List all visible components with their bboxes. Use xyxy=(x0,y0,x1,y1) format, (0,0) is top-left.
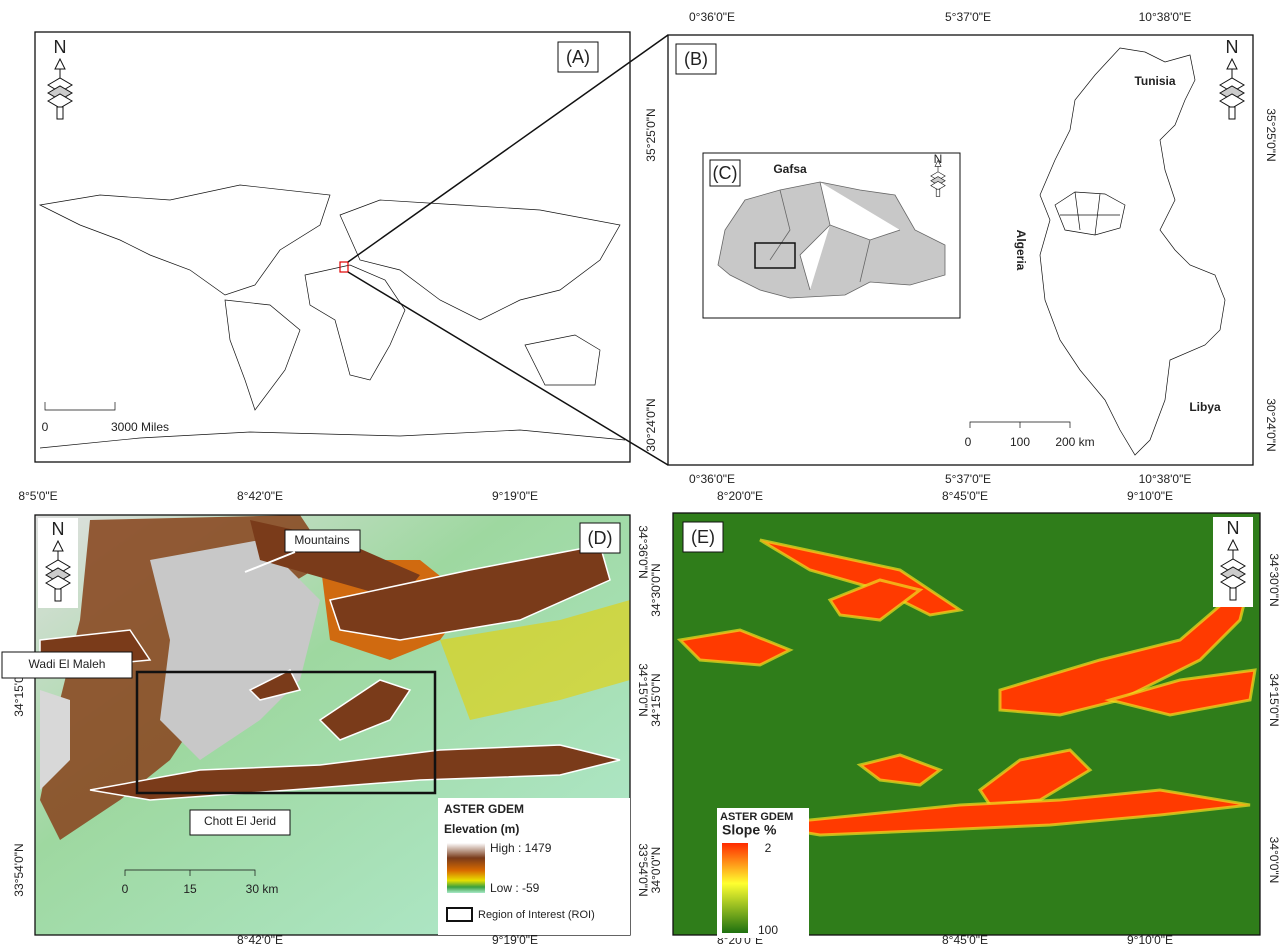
tick-label: 0°36'0"E xyxy=(689,10,735,24)
tick-label: 33°54'0"N xyxy=(636,843,650,896)
tick-label: 35°25'0"N xyxy=(1264,108,1278,161)
annotation: Chott El Jerid xyxy=(204,814,276,828)
legend-subtitle: Elevation (m) xyxy=(444,822,519,836)
north-label: N xyxy=(52,519,65,539)
tick-label: 34°15'0"N xyxy=(1267,673,1281,726)
tick-label: 30°24'0"N xyxy=(1264,398,1278,451)
tick-label: 8°42'0"E xyxy=(237,489,283,503)
tick-label: 34°0'0"N xyxy=(649,847,663,894)
legend-top: 2 xyxy=(765,841,772,855)
legend-low: Low : -59 xyxy=(490,881,540,895)
panel-d: 8°5'0"E 8°42'0"E 9°19'0"E 8°42'0"E 9°19'… xyxy=(2,489,650,947)
scale-label: 0 xyxy=(42,420,49,434)
scale-label: 3000 Miles xyxy=(111,420,169,434)
legend-roi: Region of Interest (ROI) xyxy=(478,909,595,921)
country-label: Algeria xyxy=(1014,230,1028,271)
legend-high: High : 1479 xyxy=(490,841,552,855)
shape xyxy=(305,265,405,380)
scale-label: 0 xyxy=(965,435,972,449)
panel-c: (C) Gafsa N xyxy=(703,152,960,318)
shape xyxy=(525,335,600,385)
panel-label: (C) xyxy=(713,163,738,183)
country-label: Libya xyxy=(1189,400,1221,414)
tick-label: 34°0'0"N xyxy=(1267,837,1281,884)
page: { "panel_a": {"label": "(A)", "north": "… xyxy=(0,0,1283,947)
tunisia-outline xyxy=(1040,48,1225,455)
tick-label: 0°36'0"E xyxy=(689,472,735,486)
panel-label: (E) xyxy=(691,527,715,547)
tick-label: 9°19'0"E xyxy=(492,489,538,503)
tick-label: 8°45'0"E xyxy=(942,933,988,947)
figure: (A) N 0 3000 Miles 0°36'0"E 5°37'0"E 10°… xyxy=(0,0,1283,947)
panel-label: (D) xyxy=(588,528,613,548)
tick-label: 9°19'0"E xyxy=(492,933,538,947)
tick-label: 34°36'0"N xyxy=(636,525,650,578)
tick-label: 5°37'0"E xyxy=(945,10,991,24)
scale-label: 15 xyxy=(183,882,197,896)
scale-label: 0 xyxy=(122,882,129,896)
gafsa-outline xyxy=(1055,192,1125,235)
tick-label: 8°42'0"E xyxy=(237,933,283,947)
north-arrow xyxy=(48,59,72,119)
scale-bar xyxy=(45,402,115,410)
region-title: Gafsa xyxy=(773,162,807,176)
legend-bottom: 100 xyxy=(758,923,778,937)
panel-label: (B) xyxy=(684,49,708,69)
tick-label: 34°15'0"N xyxy=(636,663,650,716)
north-label: N xyxy=(54,37,67,57)
north-arrow xyxy=(1220,59,1244,119)
tick-label: 8°5'0"E xyxy=(18,489,57,503)
shape xyxy=(40,185,330,295)
tick-label: 34°15'0"N xyxy=(649,673,663,726)
tick-label: 30°24'0"N xyxy=(644,398,658,451)
legend-title: ASTER GDEM xyxy=(444,802,524,816)
scale-label: 200 km xyxy=(1055,435,1094,449)
tick-label: 33°54'0"N xyxy=(12,843,26,896)
shape xyxy=(225,300,300,410)
panel-label: (A) xyxy=(566,47,590,67)
tick-label: 35°25'0"N xyxy=(644,108,658,161)
annotation: Mountains xyxy=(294,533,349,547)
tick-label: 5°37'0"E xyxy=(945,472,991,486)
legend-ramp xyxy=(722,843,748,933)
north-label: N xyxy=(1227,518,1240,538)
tick-label: 8°20'0"E xyxy=(717,489,763,503)
world-map xyxy=(40,185,625,448)
scale-bar xyxy=(970,422,1070,428)
tick-label: 8°45'0"E xyxy=(942,489,988,503)
legend-ramp xyxy=(447,843,485,893)
tick-label: 10°38'0"E xyxy=(1139,472,1192,486)
tick-label: 10°38'0"E xyxy=(1139,10,1192,24)
scale-label: 30 km xyxy=(246,882,279,896)
tick-label: 9°10'0"E xyxy=(1127,489,1173,503)
north-label: N xyxy=(1226,37,1239,57)
country-label: Tunisia xyxy=(1134,74,1175,88)
annotation: Wadi El Maleh xyxy=(29,657,106,671)
panel-a: (A) N 0 3000 Miles xyxy=(35,32,668,465)
tick-label: 34°30'0"N xyxy=(649,563,663,616)
scale-label: 100 xyxy=(1010,435,1030,449)
legend-subtitle: Slope % xyxy=(722,822,777,838)
tick-label: 9°10'0"E xyxy=(1127,933,1173,947)
tick-label: 34°30'0"N xyxy=(1267,553,1281,606)
panel-e: 8°20'0"E 8°45'0"E 9°10'0"E 8°20'0"E 8°45… xyxy=(649,489,1281,947)
